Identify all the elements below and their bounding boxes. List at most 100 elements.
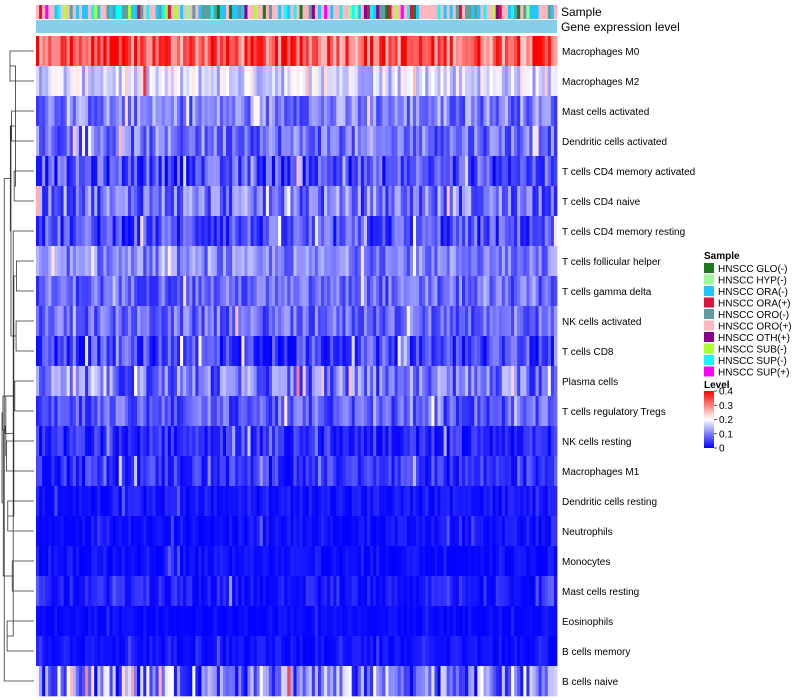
heatmap-cell [299,336,303,367]
heatmap-cell [75,126,80,157]
heatmap-cell [250,276,254,307]
heatmap-cell [498,276,503,307]
heatmap-cell [146,576,150,607]
heatmap-cell [354,126,359,157]
heatmap-cell [51,276,55,307]
heatmap-cell [507,126,512,157]
heatmap-cell [471,96,475,127]
heatmap-cell [550,306,555,337]
sample-annotation-cell [443,5,447,19]
heatmap-cell [373,36,377,67]
heatmap-cell [299,456,303,487]
heatmap-cell [363,606,368,637]
heatmap-cell [425,306,429,337]
heatmap-cell [526,336,530,367]
heatmap-cell [305,66,310,97]
heatmap-cell [88,96,92,127]
heatmap-cell [302,486,307,517]
heatmap-cell [373,456,377,487]
heatmap-cell [483,516,487,547]
heatmap-cell [207,186,212,217]
heatmap-cell [474,636,478,667]
heatmap-cell [498,576,503,607]
heatmap-cell [523,636,527,667]
heatmap-cell [507,456,512,487]
heatmap-cell [180,126,184,157]
heatmap-cell [535,186,539,217]
heatmap-cell [535,486,539,517]
heatmap-cell [195,546,199,577]
heatmap-cell [529,186,533,217]
heatmap-cell [106,426,110,457]
sample-annotation-cell [317,5,322,19]
heatmap-cell [538,126,543,157]
sample-annotation-cell [262,5,267,19]
heatmap-cell [85,336,89,367]
heatmap-cell [78,546,83,577]
heatmap-cell [385,156,389,187]
heatmap-cell [526,396,530,427]
heatmap-cell [311,246,316,277]
heatmap-cell [354,516,359,547]
heatmap-cell [247,486,251,517]
sample-annotation-cell [428,5,432,19]
heatmap-cell [204,126,208,157]
heatmap-cell [244,186,248,217]
heatmap-cell [296,36,300,67]
heatmap-cell [85,246,89,277]
heatmap-cell [143,306,147,337]
heatmap-cell [134,366,138,397]
heatmap-cell [235,336,239,367]
heatmap-cell [250,366,254,397]
heatmap-cell [351,366,356,397]
heatmap-cell [63,36,67,67]
heatmap-cell [391,306,395,337]
heatmap-cell [327,666,331,697]
heatmap-cell [201,366,205,397]
heatmap-cell [425,576,429,607]
heatmap-cell [235,36,239,67]
heatmap-cell [109,456,113,487]
heatmap-cell [553,606,558,637]
heatmap-cell [547,36,552,67]
heatmap-cell [523,486,527,517]
heatmap-cell [397,546,402,577]
heatmap-cell [468,396,472,427]
heatmap-cell [345,36,349,67]
heatmap-cell [127,456,132,487]
heatmap-cell [78,96,83,127]
heatmap-cell [42,36,46,67]
heatmap-cell [498,666,503,697]
heatmap-cell [535,606,539,637]
heatmap-cell [480,96,484,127]
heatmap-cell [526,36,530,67]
heatmap-cell [480,546,484,577]
heatmap-cell [419,66,423,97]
heatmap-cell [351,606,356,637]
heatmap-cell [495,336,500,367]
heatmap-cell [455,156,460,187]
heatmap-cell [219,666,224,697]
heatmap-cell [265,636,270,667]
heatmap-cell [311,516,316,547]
heatmap-cell [69,126,74,157]
heatmap-cell [173,366,178,397]
sample-annotation-cell [455,5,460,19]
heatmap-cell [238,126,242,157]
heatmap-cell [140,216,144,247]
row-label: Macrophages M1 [562,467,640,478]
heatmap-cell [48,156,52,187]
heatmap-cell [317,636,322,667]
heatmap-cell [544,216,549,247]
heatmap-cell [189,426,193,457]
heatmap-cell [403,516,408,547]
heatmap-cell [173,246,178,277]
heatmap-cell [452,606,457,637]
heatmap-cell [529,636,533,667]
heatmap-cell [268,126,273,157]
heatmap-cell [317,156,322,187]
heatmap-cell [176,456,181,487]
heatmap-cell [149,216,153,247]
heatmap-cell [428,666,432,697]
heatmap-cell [186,36,190,67]
